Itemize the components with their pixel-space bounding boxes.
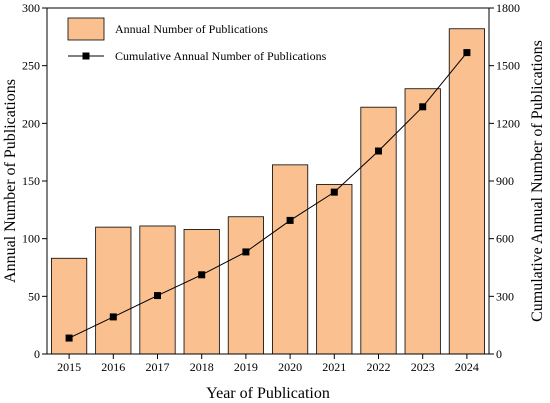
legend-line-marker — [82, 52, 90, 60]
x-tick-label-2018: 2018 — [190, 360, 214, 374]
y-left-tick-label-50: 50 — [28, 289, 40, 303]
cumulative-point-2015 — [65, 334, 73, 342]
cumulative-point-2016 — [109, 313, 117, 321]
cumulative-line-layer — [65, 49, 471, 342]
legend: Annual Number of Publications Cumulative… — [67, 17, 327, 63]
x-tick-label-2016: 2016 — [101, 360, 125, 374]
cumulative-point-2024 — [463, 49, 471, 57]
x-tick-label-2019: 2019 — [234, 360, 258, 374]
bar-2016 — [95, 226, 132, 355]
y-left-tick-label-300: 300 — [22, 1, 40, 15]
y-right-tick-label-1500: 1500 — [496, 59, 520, 73]
y-right-tick-label-600: 600 — [496, 232, 514, 246]
y-left-tick-label-100: 100 — [22, 232, 40, 246]
y-left-tick-label-200: 200 — [22, 116, 40, 130]
bar-2019 — [227, 216, 264, 355]
cumulative-point-2023 — [419, 103, 427, 111]
bar-2024 — [448, 28, 485, 355]
bar-2023 — [404, 88, 441, 355]
cumulative-point-2022 — [375, 147, 382, 155]
y-left-tick-label-150: 150 — [22, 174, 40, 188]
bar-2022 — [360, 106, 397, 355]
x-tick-label-2024: 2024 — [455, 360, 479, 374]
x-tick-label-2021: 2021 — [322, 360, 346, 374]
cumulative-point-2021 — [330, 188, 338, 196]
x-axis-title: Year of Publication — [206, 385, 330, 402]
bar-2020 — [272, 164, 309, 355]
cumulative-point-2019 — [242, 248, 250, 256]
y-axis-right-title: Cumulative Annual Number of Publications — [529, 40, 546, 322]
legend-bar-swatch — [67, 17, 105, 41]
x-tick-label-2023: 2023 — [411, 360, 435, 374]
legend-bar-label: Annual Number of Publications — [115, 22, 268, 36]
cumulative-line — [68, 52, 468, 339]
y-right-tick-label-300: 300 — [496, 289, 514, 303]
ticks-layer: 2015 2016 2017 2018 2019 2020 2021 2022 2023 2024… — [22, 1, 520, 374]
y-axis-left-title: Annual Number of Publications — [2, 79, 19, 283]
y-right-tick-label-900: 900 — [496, 174, 514, 188]
bars-layer — [51, 28, 485, 355]
y-right-tick-label-1800: 1800 — [496, 1, 520, 15]
y-right-tick-label-0: 0 — [496, 347, 502, 361]
x-tick-label-2022: 2022 — [367, 360, 391, 374]
x-tick-label-2017: 2017 — [146, 360, 170, 374]
y-left-tick-label-250: 250 — [22, 59, 40, 73]
y-left-tick-label-0: 0 — [34, 347, 40, 361]
y-right-tick-label-1200: 1200 — [496, 116, 520, 130]
bar-2018 — [183, 229, 220, 355]
legend-line-label: Cumulative Annual Number of Publications — [115, 49, 327, 63]
cumulative-point-2020 — [286, 216, 294, 224]
cumulative-point-2017 — [154, 292, 161, 300]
x-tick-label-2015: 2015 — [57, 360, 81, 374]
x-tick-label-2020: 2020 — [278, 360, 302, 374]
bar-2021 — [316, 184, 353, 355]
cumulative-point-2018 — [198, 271, 206, 279]
